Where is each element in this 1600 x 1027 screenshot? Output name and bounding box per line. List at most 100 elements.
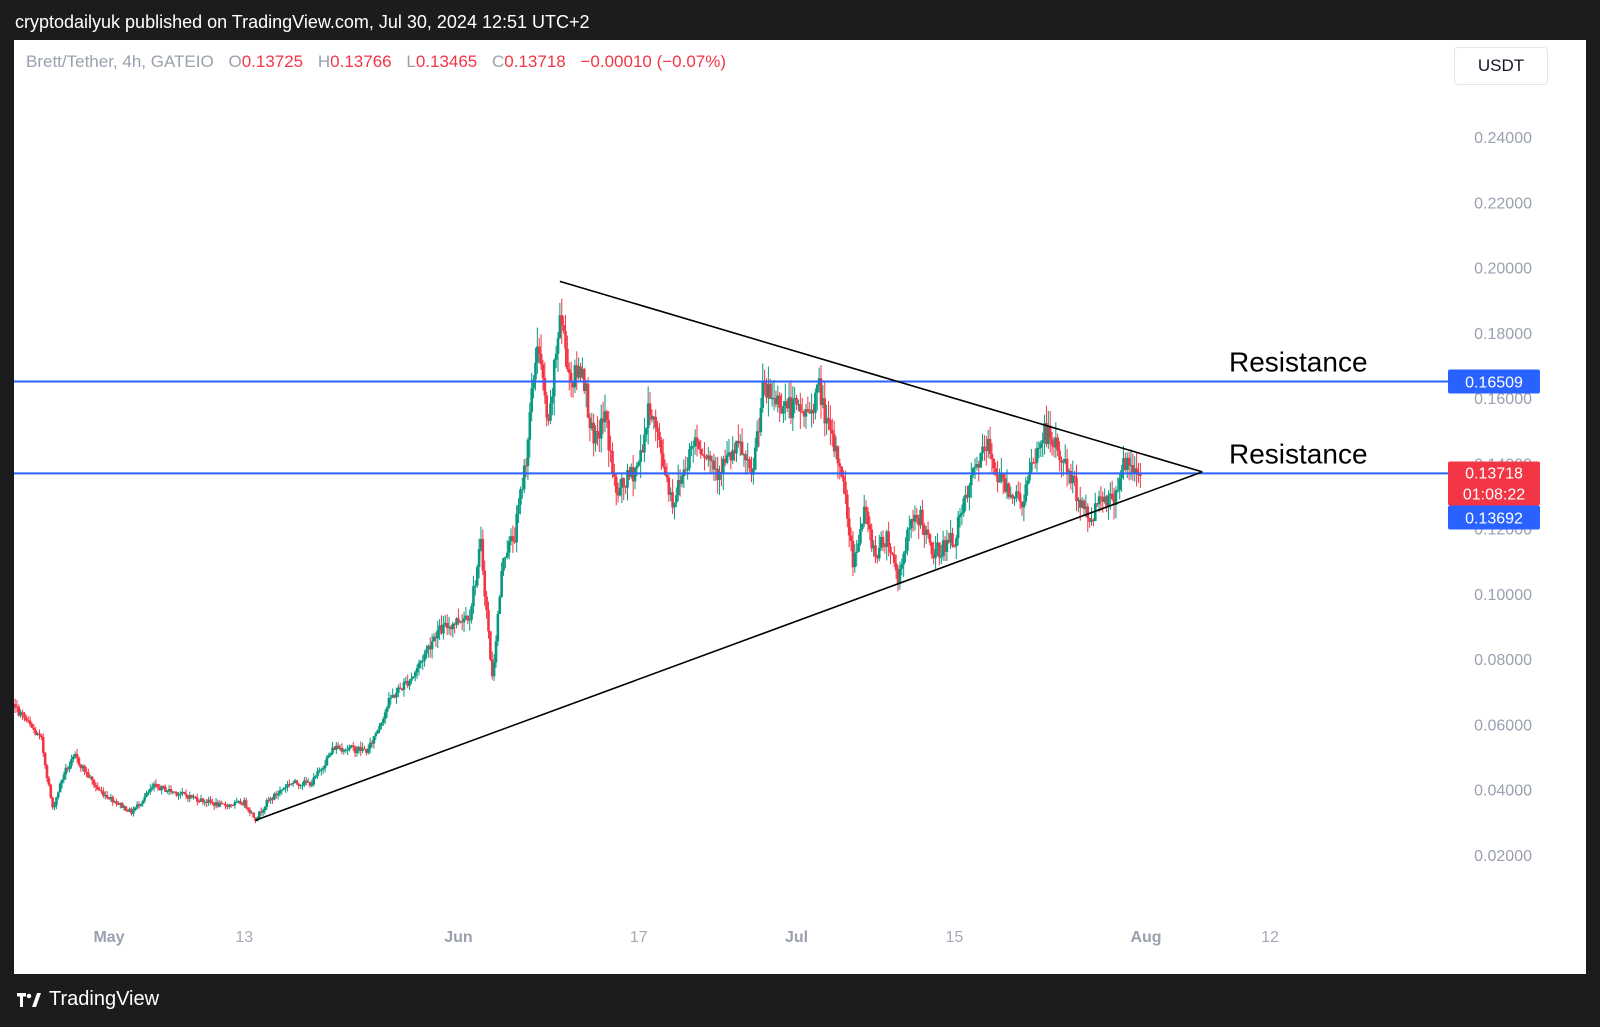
tradingview-logo[interactable]: TradingView xyxy=(17,988,159,1011)
candle-body xyxy=(41,737,45,753)
candle-body xyxy=(222,803,225,805)
candle-body xyxy=(808,411,812,414)
candle-body xyxy=(795,398,798,405)
candle-body xyxy=(406,681,410,686)
candle-body xyxy=(1035,448,1039,463)
candle-body xyxy=(780,407,783,414)
candle-body xyxy=(134,807,137,811)
candle-body xyxy=(731,449,735,461)
candle-body xyxy=(761,381,765,408)
candle-body xyxy=(994,468,998,475)
candle-body xyxy=(891,552,894,555)
candle-body xyxy=(199,798,203,802)
candle-body xyxy=(297,783,301,786)
candle-body xyxy=(177,794,180,796)
candle-body xyxy=(192,796,195,798)
candle-body xyxy=(128,808,131,812)
candle-body xyxy=(1077,499,1080,502)
candle-body xyxy=(1031,462,1035,464)
candle-body xyxy=(1005,483,1009,492)
candle-body xyxy=(629,466,633,477)
candle-body xyxy=(868,524,872,530)
candle-body xyxy=(1045,422,1048,445)
candle-body xyxy=(475,567,479,586)
candle-body xyxy=(524,465,528,467)
candle-body xyxy=(363,748,366,750)
candle-body xyxy=(832,433,836,452)
candle-body xyxy=(601,418,605,423)
candle-body xyxy=(453,623,456,625)
candle-body xyxy=(96,786,100,790)
candle-body xyxy=(30,724,34,728)
candle-body xyxy=(141,800,145,804)
candle-body xyxy=(23,713,26,719)
symbol-info[interactable]: Brett/Tether, 4h, GATEIO xyxy=(26,52,214,71)
candle-body xyxy=(417,663,421,669)
candle-body xyxy=(340,747,344,752)
candle-body xyxy=(205,801,208,803)
candle-body xyxy=(757,431,761,433)
candle-body xyxy=(932,553,936,559)
candle-body xyxy=(25,718,28,721)
candle-body xyxy=(1037,447,1041,449)
candle-body xyxy=(812,409,815,413)
candle-body xyxy=(1050,439,1054,446)
candle-body xyxy=(500,571,503,597)
candle-body xyxy=(58,783,62,793)
candle-body xyxy=(489,631,492,660)
candle-body xyxy=(690,446,693,449)
candle-body xyxy=(658,432,661,441)
currency-button[interactable]: USDT xyxy=(1454,47,1548,85)
candle-body xyxy=(727,452,731,456)
candle-body xyxy=(710,460,714,462)
candle-body xyxy=(137,804,141,806)
candle-body xyxy=(485,596,488,611)
candle-body xyxy=(635,465,639,469)
candle-body xyxy=(1109,493,1112,496)
candle-body xyxy=(1078,499,1082,508)
candle-body xyxy=(819,378,823,406)
candle-body xyxy=(1065,458,1069,475)
level-price-badge-text: 0.16509 xyxy=(1465,375,1523,392)
candle-body xyxy=(1090,519,1093,522)
candle-body xyxy=(445,622,449,629)
candle-body xyxy=(295,780,299,784)
x-axis-tick-label: 17 xyxy=(630,929,648,946)
candle-body xyxy=(990,453,994,459)
candle-body xyxy=(842,476,845,482)
candle-body xyxy=(293,780,297,783)
candle-body xyxy=(26,720,30,722)
candle-body xyxy=(616,492,620,496)
candle-body xyxy=(40,735,43,738)
chart-pane[interactable]: 0.240000.220000.200000.180000.160000.140… xyxy=(14,40,1586,974)
candle-body xyxy=(956,517,960,539)
candle-body xyxy=(968,485,971,498)
candle-body xyxy=(462,618,466,623)
candle-body xyxy=(231,805,235,807)
price-chart[interactable]: 0.240000.220000.200000.180000.160000.140… xyxy=(14,40,1586,974)
candle-body xyxy=(904,550,907,554)
candle-body xyxy=(864,506,868,512)
candle-body xyxy=(567,369,571,373)
candle-body xyxy=(763,381,766,384)
candle-body xyxy=(344,749,348,751)
candle-body xyxy=(552,359,556,397)
candle-body xyxy=(1052,445,1056,448)
candle-body xyxy=(814,392,817,413)
current-price-badge xyxy=(1448,461,1540,506)
candle-body xyxy=(346,749,349,751)
candle-body xyxy=(827,417,830,421)
candle-body xyxy=(613,472,616,477)
candle-body xyxy=(434,636,438,639)
ohlc-legend: Brett/Tether, 4h, GATEIO O0.13725 H0.137… xyxy=(26,52,726,72)
candle-body xyxy=(1018,493,1022,502)
candle-body xyxy=(241,804,244,806)
candle-body xyxy=(977,464,981,468)
candle-body xyxy=(355,750,359,753)
candle-body xyxy=(853,552,857,568)
candle-body xyxy=(678,480,682,484)
candle-body xyxy=(83,765,86,772)
candle-body xyxy=(958,514,962,518)
candle-body xyxy=(560,315,564,326)
candle-body xyxy=(239,800,242,805)
